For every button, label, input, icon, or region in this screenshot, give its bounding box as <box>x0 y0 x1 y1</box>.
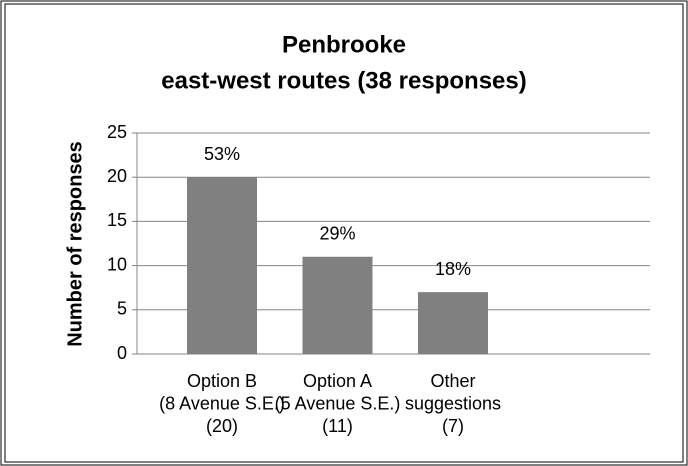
value-label: 53% <box>204 144 240 164</box>
y-tick-label: 0 <box>117 343 127 363</box>
x-tick-label: (11) <box>322 416 353 436</box>
value-label: 18% <box>435 259 471 279</box>
y-tick-label: 25 <box>107 122 127 142</box>
frame-inner <box>4 3 684 463</box>
y-tick-label: 20 <box>107 166 127 186</box>
x-tick-label: Other <box>430 371 475 391</box>
bar <box>187 177 257 354</box>
chart-title: Penbrooke <box>282 31 406 58</box>
x-tick-label: (5 Avenue S.E.) <box>275 393 401 413</box>
y-tick-label: 5 <box>117 299 127 319</box>
x-tick-label: suggestions <box>405 393 501 413</box>
y-axis-label: Number of responses <box>64 141 86 347</box>
bar <box>418 292 488 354</box>
x-tick-label: Option A <box>303 371 372 391</box>
y-tick-label: 15 <box>107 210 127 230</box>
y-tick-label: 10 <box>107 254 127 274</box>
x-tick-label: (8 Avenue S.E.) <box>159 393 285 413</box>
x-tick-label: (7) <box>442 416 464 436</box>
value-label: 29% <box>319 224 355 244</box>
x-tick-label: (20) <box>206 416 238 436</box>
x-tick-label: Option B <box>187 371 257 391</box>
bar <box>302 256 373 354</box>
chart-title: east-west routes (38 responses) <box>161 67 526 94</box>
